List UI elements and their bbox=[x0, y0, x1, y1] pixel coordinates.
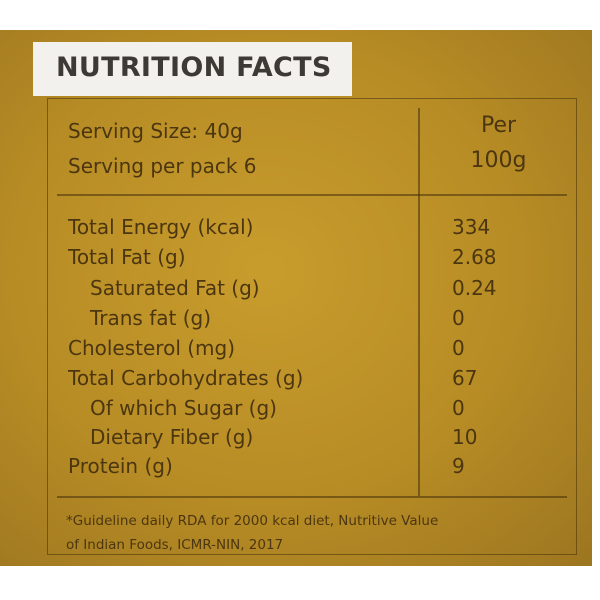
title-box bbox=[33, 42, 352, 96]
serving-per-pack: Serving per pack 6 bbox=[68, 154, 257, 178]
row-value: 2.68 bbox=[452, 245, 497, 269]
row-label: Saturated Fat (g) bbox=[90, 276, 260, 300]
label-background bbox=[0, 30, 592, 566]
footnote-divider bbox=[57, 496, 567, 498]
row-value: 0.24 bbox=[452, 276, 497, 300]
serving-size: Serving Size: 40g bbox=[68, 119, 243, 143]
row-label: Total Energy (kcal) bbox=[68, 215, 254, 239]
title: NUTRITION FACTS bbox=[56, 52, 332, 83]
footnote: *Guideline daily RDA for 2000 kcal diet,… bbox=[66, 513, 439, 529]
row-label: Dietary Fiber (g) bbox=[90, 425, 254, 449]
column-header: 100g bbox=[470, 148, 527, 173]
header-divider bbox=[57, 194, 567, 196]
row-value: 10 bbox=[452, 425, 478, 449]
footnote: of Indian Foods, ICMR-NIN, 2017 bbox=[66, 537, 284, 553]
row-value: 9 bbox=[452, 454, 465, 478]
row-label: Cholesterol (mg) bbox=[68, 336, 236, 360]
row-value: 0 bbox=[452, 336, 465, 360]
table-border bbox=[47, 98, 577, 555]
row-label: Protein (g) bbox=[68, 454, 173, 478]
row-value: 0 bbox=[452, 396, 465, 420]
column-header: Per bbox=[480, 113, 517, 138]
row-value: 334 bbox=[452, 215, 491, 239]
row-label: Of which Sugar (g) bbox=[90, 396, 277, 420]
row-value: 0 bbox=[452, 306, 465, 330]
row-label: Total Fat (g) bbox=[68, 245, 186, 269]
row-label: Total Carbohydrates (g) bbox=[68, 366, 304, 390]
row-label: Trans fat (g) bbox=[90, 306, 212, 330]
column-divider bbox=[418, 108, 420, 496]
row-value: 67 bbox=[452, 366, 478, 390]
